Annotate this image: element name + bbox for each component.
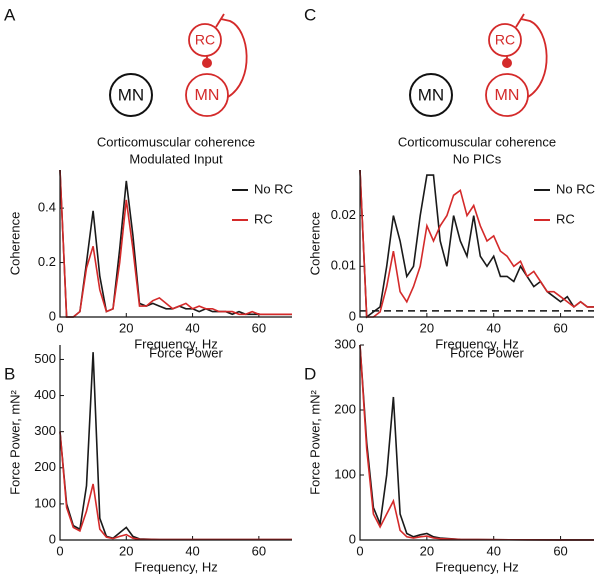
synapse <box>502 58 512 68</box>
x-tick-label: 20 <box>420 543 434 558</box>
x-tick-label: 0 <box>56 320 63 335</box>
y-tick-label: 100 <box>334 466 356 481</box>
chart-title: Force Power <box>450 345 524 360</box>
x-tick-label: 60 <box>252 543 266 558</box>
legend-label: No RC <box>556 181 595 196</box>
panel-label: A <box>4 5 16 24</box>
diagram-label: MN <box>195 87 220 104</box>
series-line <box>359 169 594 319</box>
x-axis-label: Frequency, Hz <box>435 336 519 351</box>
y-tick-label: 0 <box>49 531 56 546</box>
chart-title: Corticomuscular coherence <box>97 134 255 149</box>
y-tick-label: 0.02 <box>331 207 356 222</box>
x-tick-label: 20 <box>119 543 133 558</box>
mn-circle <box>109 73 153 117</box>
axes <box>59 345 292 541</box>
y-tick-label: 300 <box>334 336 356 351</box>
x-tick-label: 40 <box>486 320 500 335</box>
y-axis-label: Force Power, mN² <box>7 389 22 494</box>
y-axis-label: Coherence <box>7 212 22 276</box>
y-axis-label: Force Power, mN² <box>307 389 322 494</box>
collateral <box>515 13 548 98</box>
x-tick-label: 40 <box>185 543 199 558</box>
axes <box>59 170 292 318</box>
legend-label: RC <box>254 211 273 226</box>
series-line <box>59 352 292 541</box>
y-tick-label: 0.2 <box>38 254 56 269</box>
chart-title: Corticomuscular coherence <box>398 134 556 149</box>
x-tick-label: 20 <box>420 320 434 335</box>
x-tick-label: 60 <box>553 320 567 335</box>
mn-circle-red <box>185 73 229 117</box>
diagram-label: RC <box>195 32 215 48</box>
synapse <box>202 58 212 68</box>
collateral <box>215 13 248 98</box>
diagram-label: MN <box>495 87 520 104</box>
series-line <box>359 344 594 541</box>
chart-subtitle: No PICs <box>453 151 502 166</box>
y-tick-label: 0 <box>49 308 56 323</box>
chart-subtitle: Modulated Input <box>129 151 223 166</box>
x-tick-label: 0 <box>356 320 363 335</box>
legend-label: RC <box>556 211 575 226</box>
x-tick-label: 0 <box>56 543 63 558</box>
panel-label: D <box>304 364 316 383</box>
series-line <box>59 431 292 541</box>
y-tick-label: 0 <box>349 531 356 546</box>
x-tick-label: 40 <box>486 543 500 558</box>
diagram-label: MN <box>118 85 144 104</box>
series-line <box>359 169 594 318</box>
y-axis-label: Coherence <box>307 212 322 276</box>
axes <box>359 170 594 318</box>
y-tick-label: 400 <box>34 387 56 402</box>
chart-title: Force Power <box>149 345 223 360</box>
axes <box>359 345 594 541</box>
rc-circle <box>188 23 222 57</box>
legend-label: No RC <box>254 181 293 196</box>
x-axis-label: Frequency, Hz <box>134 559 218 574</box>
x-tick-label: 60 <box>252 320 266 335</box>
x-axis-label: Frequency, Hz <box>134 336 218 351</box>
x-tick-label: 60 <box>553 543 567 558</box>
y-tick-label: 200 <box>34 459 56 474</box>
series-line <box>59 169 292 318</box>
x-tick-label: 40 <box>185 320 199 335</box>
rc-circle <box>488 23 522 57</box>
y-tick-label: 0.01 <box>331 258 356 273</box>
diagram-label: MN <box>418 85 444 104</box>
panel-label: B <box>4 364 15 383</box>
y-tick-label: 200 <box>334 401 356 416</box>
y-tick-label: 0.4 <box>38 200 56 215</box>
y-tick-label: 500 <box>34 351 56 366</box>
x-tick-label: 20 <box>119 320 133 335</box>
x-axis-label: Frequency, Hz <box>435 559 519 574</box>
y-tick-label: 300 <box>34 423 56 438</box>
x-tick-label: 0 <box>356 543 363 558</box>
mn-circle <box>409 73 453 117</box>
y-tick-label: 0 <box>349 308 356 323</box>
y-tick-label: 100 <box>34 495 56 510</box>
mn-circle-red <box>485 73 529 117</box>
diagram-label: RC <box>495 32 515 48</box>
panel-label: C <box>304 5 316 24</box>
